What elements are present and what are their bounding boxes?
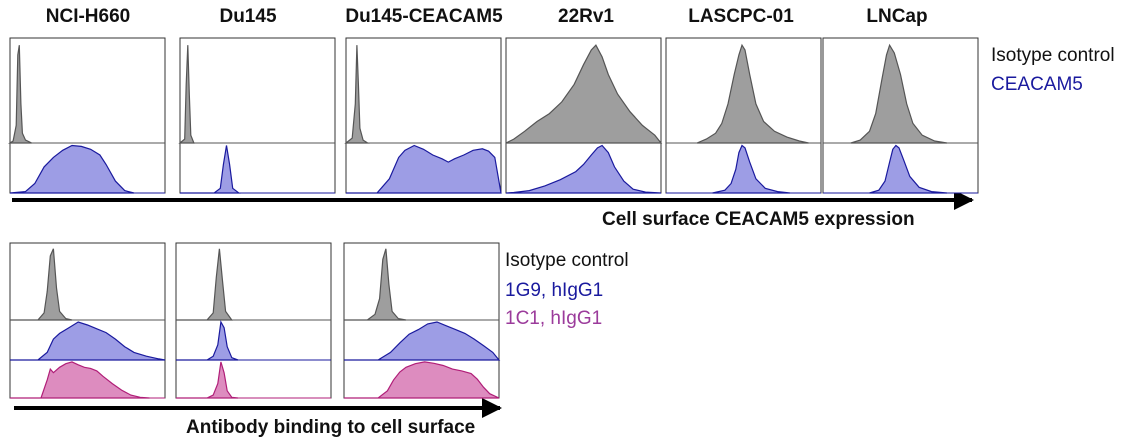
histogram-area-1c1-higg1	[10, 361, 150, 399]
histogram-panel	[505, 37, 663, 194]
histogram-panel	[665, 37, 822, 194]
histogram-panel	[9, 242, 166, 399]
histogram-area-1g9-higg1	[176, 320, 239, 361]
histogram-area-ceacam5	[9, 144, 135, 194]
panel-title-du145-ceacam5: Du145-CEACAM5	[345, 6, 503, 27]
legend-isotype-control: Isotype control	[991, 45, 1115, 66]
histogram-area-ceacam5	[869, 144, 948, 194]
legend-isotype-control-bottom: Isotype control	[505, 250, 629, 271]
histogram-area-1g9-higg1	[344, 321, 501, 361]
legend-1c1: 1C1, hIgG1	[505, 308, 603, 329]
histogram-area-ceacam5	[712, 144, 791, 194]
histogram-area-isotype-control	[178, 45, 195, 144]
bottom-axis-label: Antibody binding to cell surface	[186, 417, 476, 438]
top-axis-label: Cell surface CEACAM5 expression	[602, 209, 915, 230]
histogram-area-isotype-control	[344, 45, 370, 144]
panel-frame	[179, 37, 336, 194]
histogram-panel	[344, 37, 502, 194]
histogram-area-isotype-control	[505, 44, 663, 144]
histogram-panel	[178, 37, 336, 194]
histogram-panel	[822, 37, 979, 194]
panel-title-22rv1: 22Rv1	[558, 6, 614, 27]
panel-title-lascpc-01: LASCPC-01	[688, 6, 794, 27]
histogram-area-isotype-control	[850, 43, 948, 144]
histogram-area-ceacam5	[346, 144, 502, 194]
histogram-area-1c1-higg1	[344, 361, 500, 399]
panel-title-lncap: LNCap	[866, 6, 928, 27]
histogram-area-isotype-control	[344, 248, 407, 321]
histogram-area-1g9-higg1	[10, 321, 166, 361]
histogram-area-ceacam5	[505, 144, 662, 194]
histogram-area-isotype-control	[696, 43, 809, 144]
panel-title-nci-h660: NCI-H660	[45, 6, 131, 27]
histogram-area-isotype-control	[176, 248, 233, 321]
histogram-panel	[175, 242, 332, 399]
histogram-area-isotype-control	[10, 248, 73, 321]
legend-1g9: 1G9, hIgG1	[505, 280, 604, 301]
histogram-area-ceacam5	[180, 145, 241, 194]
panel-title-du145: Du145	[219, 6, 277, 27]
histogram-panel	[343, 242, 501, 399]
legend-ceacam5: CEACAM5	[991, 74, 1083, 95]
histogram-panel	[7, 37, 166, 194]
histogram-area-isotype-control	[7, 45, 32, 144]
